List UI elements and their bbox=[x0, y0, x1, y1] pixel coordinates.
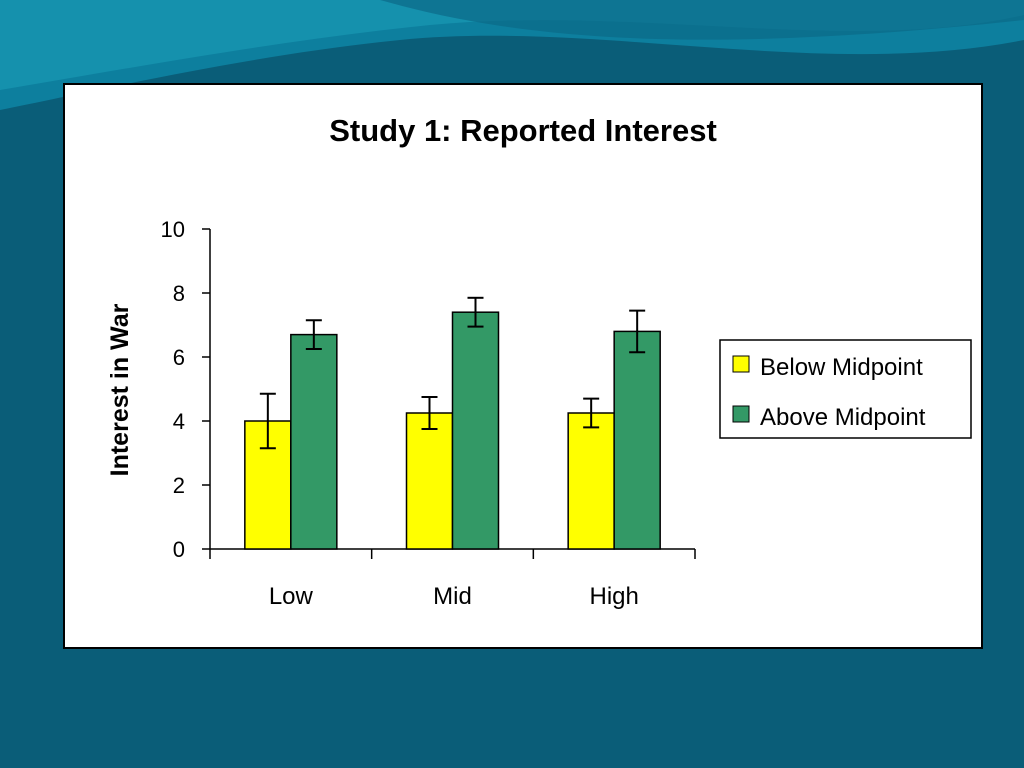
x-tick-label: High bbox=[589, 583, 638, 610]
y-axis-label: Interest in War bbox=[106, 303, 134, 476]
bar-above-midpoint-low bbox=[290, 333, 338, 550]
legend-swatch-below-midpoint bbox=[732, 355, 750, 373]
bar-above-midpoint-mid bbox=[451, 311, 500, 550]
legend-label-below-midpoint: Below Midpoint bbox=[760, 354, 923, 381]
bar-below-midpoint-high bbox=[567, 412, 615, 550]
x-tick-label: Mid bbox=[433, 583, 472, 610]
legend-swatch-above-midpoint bbox=[732, 405, 750, 423]
y-tick-label: 6 bbox=[173, 345, 185, 370]
legend: Below Midpoint Above Midpoint bbox=[719, 339, 972, 439]
bar-below-midpoint-mid bbox=[405, 412, 454, 550]
y-tick-label: 4 bbox=[173, 409, 185, 434]
bar-above-midpoint-high bbox=[613, 330, 661, 550]
chart-title: Study 1: Reported Interest bbox=[329, 113, 717, 148]
y-tick-label: 8 bbox=[173, 281, 185, 306]
plot-area: 0 2 4 6 8 10 Low Mid High bbox=[161, 217, 696, 610]
legend-label-above-midpoint: Above Midpoint bbox=[760, 404, 926, 431]
y-tick-label: 0 bbox=[173, 537, 185, 562]
y-tick-label: 10 bbox=[161, 217, 185, 242]
legend-box bbox=[719, 339, 972, 439]
y-tick-label: 2 bbox=[173, 473, 185, 498]
x-tick-label: Low bbox=[269, 583, 314, 610]
